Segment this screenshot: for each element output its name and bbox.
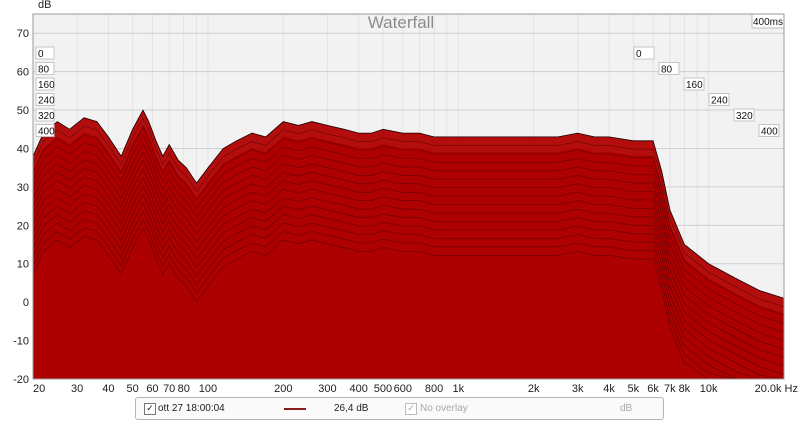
time-slice-box-right [708, 93, 730, 106]
x-tick-label: 4k [603, 383, 615, 392]
legend-bar: ✓ ott 27 18:00:04 26,4 dB ✓ No overlay d… [135, 397, 664, 420]
waterfall-ridge-line [32, 151, 785, 341]
time-slice-box-right [633, 46, 655, 60]
x-tick-label: 40 [102, 383, 114, 392]
x-tick-label: 20 [33, 383, 45, 392]
waterfall-ridge-line [32, 168, 785, 358]
time-slice-label-right: 320 [736, 111, 753, 122]
time-slice-box-left [35, 108, 55, 122]
x-tick-label: 800 [425, 383, 443, 392]
time-axis: 0 0 80 80 160 160 240 240 320 320 400 400 [35, 46, 780, 138]
y-axis: 70 60 50 40 30 20 10 0 -10 -20 [13, 28, 29, 386]
time-slice-box-right [758, 124, 780, 137]
y-tick-label: 40 [17, 143, 29, 155]
x-tick-label: 2k [528, 383, 540, 392]
waterfall-slices [32, 109, 785, 380]
y-tick-label: 50 [17, 105, 29, 117]
waterfall-ridge-line [32, 219, 784, 380]
time-slice-label-right: 80 [661, 65, 673, 76]
time-slice-box-right [733, 108, 755, 122]
overlay-checkbox[interactable]: ✓ [405, 403, 417, 415]
x-tick-label: 10k [700, 383, 718, 392]
time-slice-label-right: 240 [711, 96, 728, 107]
y-tick-label: 60 [17, 67, 29, 79]
x-tick-label: 300 [318, 383, 336, 392]
x-tick-label: 80 [178, 383, 190, 392]
waterfall-ridge-line [32, 202, 784, 380]
time-slice-label-right: 0 [636, 49, 642, 60]
x-tick-label: 600 [394, 383, 412, 392]
x-tick-label: 5k [627, 383, 639, 392]
waterfall-ridge-line [32, 185, 785, 375]
y-axis-label: dB [38, 0, 51, 11]
x-tick-label: 6k [647, 383, 659, 392]
x-tick-label: 500 [374, 383, 392, 392]
overlay-unit-label: dB [620, 403, 633, 414]
waterfall-ridge-line [32, 193, 785, 380]
time-slice-label-right: 400 [761, 127, 778, 138]
y-tick-label: -10 [13, 336, 29, 348]
time-slice-box-right [658, 62, 680, 75]
plot-frame [32, 13, 785, 380]
x-tick-label: 7k [664, 383, 676, 392]
waterfall-ridge-line [32, 126, 785, 316]
x-tick-label: 50 [126, 383, 138, 392]
x-tick-label: 70 [163, 383, 175, 392]
chart-title: Waterfall [368, 13, 434, 32]
y-tick-label: 10 [17, 259, 29, 271]
time-slice-box-left [35, 46, 55, 60]
overlay-label: No overlay [420, 403, 468, 414]
x-tick-label: 30 [71, 383, 83, 392]
time-axis-label: 400ms [753, 17, 783, 28]
waterfall-ridge-line [32, 160, 785, 350]
x-tick-label: 400 [350, 383, 368, 392]
series-level-label: 26,4 dB [334, 403, 369, 414]
y-tick-label: -20 [13, 374, 29, 386]
waterfall-ridge-line [32, 143, 785, 333]
x-tick-label: 60 [146, 383, 158, 392]
time-slice-box-left [35, 124, 55, 137]
y-tick-label: 20 [17, 220, 29, 232]
x-axis: 20 30 40 50 60 70 80 100 200 300 400 500 600 800 1k 2k 3… [33, 383, 798, 392]
y-tick-label: 70 [17, 28, 29, 40]
x-tick-label: 1k [452, 383, 464, 392]
series-checkbox[interactable]: ✓ [144, 403, 156, 415]
time-slice-label-left: 80 [38, 65, 50, 76]
waterfall-ridge-line [32, 117, 785, 308]
time-slice-box-left [35, 77, 55, 91]
time-slice-box-left [35, 62, 55, 75]
time-slice-label-left: 160 [38, 80, 55, 91]
time-slice-label-left: 400 [38, 127, 55, 138]
time-slice-box-left [35, 93, 55, 106]
time-slice-label-left: 240 [38, 96, 55, 107]
waterfall-ridge-line [32, 227, 784, 380]
time-slice-label-left: 0 [38, 49, 44, 60]
series-date-label: ott 27 18:00:04 [158, 403, 225, 414]
time-slice-label-left: 320 [38, 111, 55, 122]
time-slice-box-right [683, 77, 705, 91]
time-slice-label-right: 160 [686, 80, 703, 91]
waterfall-ridge-line [32, 177, 785, 367]
x-tick-label: 8k [679, 383, 691, 392]
x-tick-label: 200 [274, 383, 292, 392]
x-tick-label: 20,0k Hz [755, 383, 798, 392]
series-line-swatch [284, 408, 306, 410]
y-tick-label: 0 [23, 297, 29, 309]
x-tick-label: 100 [199, 383, 217, 392]
y-tick-label: 30 [17, 182, 29, 194]
x-tick-label: 3k [572, 383, 584, 392]
waterfall-ridge-line [32, 210, 784, 380]
waterfall-ridge-line [32, 134, 785, 324]
